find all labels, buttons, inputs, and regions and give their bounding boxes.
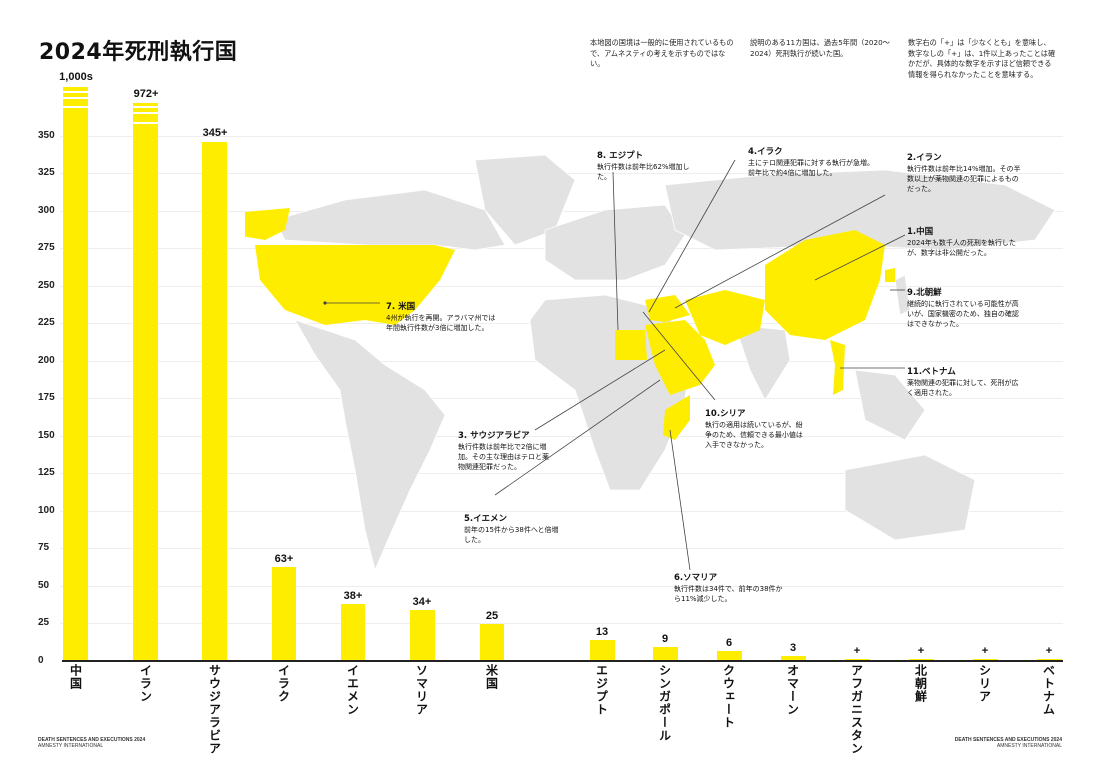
value-label: 6: [725, 637, 733, 649]
y-tick: 150: [38, 430, 55, 441]
bar-saudi-arabia: [202, 142, 227, 661]
y-tick: 0: [38, 655, 44, 666]
value-label: 3: [789, 642, 797, 654]
annotation-usa: 7. 米国 4州が執行を再開。アラバマ州では年間執行件数が3倍に増加した。: [386, 302, 496, 332]
category-label: イラク: [276, 664, 291, 703]
y-tick: 300: [38, 205, 55, 216]
value-label: +: [853, 645, 861, 657]
bar-egypt: [590, 640, 615, 661]
annotation-vietnam: 11.ベトナム 薬物関連の犯罪に対して、死刑が広く適用された。: [907, 367, 1019, 397]
category-label: シンガポール: [657, 664, 672, 742]
category-label: 米国: [484, 664, 499, 690]
category-label: シリア: [977, 664, 992, 703]
y-tick: 350: [38, 130, 55, 141]
annotation-yemen: 5.イエメン 前年の15件から38件へと倍増した。: [464, 514, 559, 544]
annotation-syria: 10.シリア 執行の適用は続いているが、紛争のため、信頼できる最小値は入手できな…: [705, 409, 803, 449]
world-map: [245, 154, 1056, 572]
footer-right: DEATH SENTENCES AND EXECUTIONS 2024 AMNE…: [954, 737, 1062, 749]
bar-somalia: [410, 610, 435, 661]
y-tick: 125: [38, 467, 55, 478]
value-label: 9: [661, 633, 669, 645]
note-plus-meaning: 数字右の「+」は「少なくとも」を意味し、数字なしの「+」は、1件以上あったことは…: [908, 38, 1056, 79]
y-tick: 200: [38, 355, 55, 366]
annotation-egypt: 8. エジプト 執行件数は前年比62%増加した。: [597, 151, 690, 181]
footer-left: DEATH SENTENCES AND EXECUTIONS 2024 AMNE…: [38, 737, 146, 749]
annotation-somalia: 6.ソマリア 執行件数は34件で、前年の38件から11%減少した。: [674, 573, 783, 603]
page-title: 2024年死刑執行国: [39, 40, 238, 65]
value-label: 25: [485, 610, 499, 622]
y-tick: 325: [38, 167, 55, 178]
y-tick: 275: [38, 242, 55, 253]
bar-china: [63, 87, 88, 661]
value-label: 1,000s: [59, 71, 93, 83]
y-tick: 25: [38, 617, 50, 628]
value-label: 38+: [343, 590, 363, 602]
category-label: エジプト: [594, 664, 609, 716]
y-tick: 225: [38, 317, 55, 328]
y-tick: 75: [38, 542, 50, 553]
value-label: 972+: [133, 88, 159, 100]
category-label: 北朝鮮: [913, 664, 928, 703]
category-label: オマーン: [785, 664, 800, 716]
bar-singapore: [653, 647, 678, 661]
y-tick: 250: [38, 280, 55, 291]
category-label: クウェート: [721, 664, 736, 729]
value-label: 63+: [274, 553, 294, 565]
x-axis-line: [62, 660, 1063, 662]
category-label: ソマリア: [414, 664, 429, 716]
annotation-iran: 2.イラン 執行件数は前年比14%増加。その半数以上が薬物関連の犯罪によるものだ…: [907, 153, 1021, 193]
note-eleven-countries: 説明のある11カ国は、過去5年間（2020～2024）死刑執行が続いた国。: [750, 38, 890, 58]
category-label: ベトナム: [1041, 664, 1056, 716]
bar-iran: [133, 103, 158, 661]
bar-kuwait: [717, 651, 742, 661]
note-borders: 本地図の国境は一般的に使用されているもので、アムネスティの考えを示すものではない…: [590, 38, 734, 68]
value-label: +: [917, 645, 925, 657]
category-label: サウジアラビア: [207, 664, 222, 755]
category-label: イラン: [138, 664, 153, 703]
value-label: 345+: [202, 127, 228, 139]
bar-iraq: [272, 567, 296, 661]
bar-oman: [781, 656, 806, 661]
category-label: アフガニスタン: [849, 664, 864, 755]
value-label: +: [981, 645, 989, 657]
y-tick: 100: [38, 505, 55, 516]
y-tick: 175: [38, 392, 55, 403]
annotation-iraq: 4.イラク 主にテロ関連犯罪に対する執行が急増。前年比で約4倍に増加した。: [748, 147, 874, 177]
y-tick: 50: [38, 580, 50, 591]
value-label: 13: [595, 626, 609, 638]
annotation-north-korea: 9.北朝鮮 継続的に執行されている可能性が高いが、国家機密のため、独自の確認はで…: [907, 288, 1019, 328]
category-label: 中国: [68, 664, 83, 690]
bar-yemen: [341, 604, 365, 661]
annotation-saudi-arabia: 3. サウジアラビア 執行件数は前年比で2倍に増加。その主な理由はテロと薬物関連…: [458, 431, 549, 471]
category-label: イエメン: [345, 664, 360, 716]
annotation-china: 1.中国 2024年も数千人の死刑を執行したが、数字は非公開だった。: [907, 227, 1016, 257]
bar-usa: [480, 624, 504, 661]
value-label: 34+: [412, 596, 432, 608]
value-label: +: [1045, 645, 1053, 657]
